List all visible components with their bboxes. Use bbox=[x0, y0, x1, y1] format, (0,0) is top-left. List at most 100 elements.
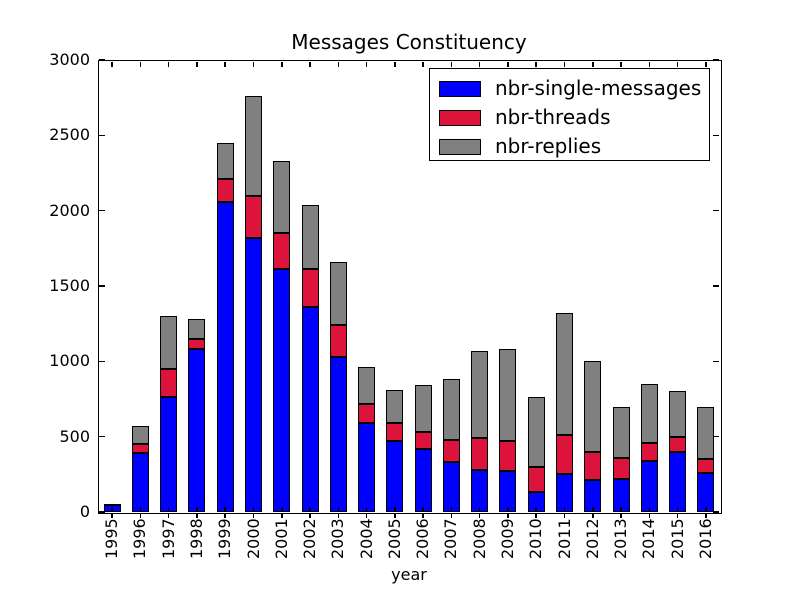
bar-segment bbox=[386, 441, 404, 512]
x-tick-mark bbox=[309, 61, 311, 67]
legend-entry-replies: nbr-replies bbox=[439, 132, 709, 161]
bar-segment bbox=[697, 459, 715, 473]
bar-segment bbox=[612, 457, 630, 479]
x-tick-mark bbox=[309, 507, 311, 512]
bar-segment bbox=[442, 462, 460, 512]
x-tick-mark bbox=[676, 513, 679, 518]
x-tick-mark bbox=[648, 61, 651, 67]
legend-swatch-red-icon bbox=[439, 109, 481, 126]
bar-segment bbox=[245, 237, 262, 512]
bar-segment bbox=[669, 452, 687, 512]
x-tick-mark bbox=[676, 61, 679, 67]
bar-segment bbox=[669, 391, 687, 437]
bar-segment bbox=[301, 307, 319, 512]
x-tick-mark bbox=[620, 507, 622, 512]
bar-segment bbox=[471, 438, 489, 470]
bar-segment bbox=[612, 406, 630, 458]
bar-segment bbox=[414, 432, 432, 449]
y-tick-mark bbox=[713, 59, 719, 61]
x-axis-tick-label: 1996 bbox=[130, 518, 150, 559]
y-tick-mark bbox=[99, 285, 105, 287]
y-tick-mark bbox=[99, 435, 105, 438]
y-axis-tick-label: 2000 bbox=[49, 200, 90, 220]
x-tick-mark bbox=[365, 61, 368, 67]
y-axis-tick-label: 2500 bbox=[49, 125, 90, 145]
legend-label: nbr-threads bbox=[495, 105, 611, 129]
bar-segment bbox=[414, 448, 432, 512]
x-tick-mark bbox=[252, 507, 255, 512]
x-axis-tick-label: 1995 bbox=[102, 518, 122, 559]
bar-segment bbox=[273, 160, 291, 234]
bar-segment bbox=[329, 325, 347, 357]
bar-segment bbox=[442, 439, 460, 463]
x-tick-mark bbox=[167, 61, 170, 67]
x-tick-mark bbox=[620, 61, 622, 67]
bar-segment bbox=[669, 436, 687, 453]
x-tick-mark bbox=[224, 61, 226, 67]
y-axis-tick-label: 0 bbox=[79, 502, 90, 521]
legend-swatch-blue-icon bbox=[439, 80, 481, 97]
x-tick-mark bbox=[196, 61, 198, 67]
x-tick-mark bbox=[705, 61, 707, 67]
y-tick-mark bbox=[713, 285, 719, 287]
x-tick-mark bbox=[535, 513, 537, 518]
x-tick-mark bbox=[139, 507, 142, 512]
y-tick-mark bbox=[99, 209, 105, 212]
bar-segment bbox=[188, 349, 206, 512]
bar-segment bbox=[386, 423, 404, 442]
x-tick-mark bbox=[507, 61, 509, 67]
x-axis-tick-label: 2008 bbox=[469, 518, 489, 559]
x-axis-tick-label: 2002 bbox=[300, 518, 320, 559]
bar-segment bbox=[216, 201, 234, 512]
x-axis-tick-label: 2010 bbox=[526, 518, 546, 559]
legend-label: nbr-single-messages bbox=[495, 76, 702, 100]
y-axis-tick-label: 1000 bbox=[49, 351, 90, 371]
x-tick-mark bbox=[139, 513, 142, 518]
bar-segment bbox=[386, 389, 404, 424]
y-tick-mark bbox=[99, 360, 105, 363]
x-axis-tick-label: 2013 bbox=[611, 518, 631, 559]
x-tick-mark bbox=[224, 507, 226, 512]
x-tick-mark bbox=[563, 61, 566, 67]
x-tick-mark bbox=[111, 513, 113, 518]
x-axis-tick-label: 2015 bbox=[667, 518, 687, 559]
bar-segment bbox=[188, 319, 206, 339]
x-tick-mark bbox=[450, 507, 453, 512]
y-tick-mark bbox=[713, 209, 719, 212]
x-tick-mark bbox=[365, 507, 368, 512]
bar-segment bbox=[358, 367, 376, 405]
bar-segment bbox=[160, 368, 178, 398]
x-tick-mark bbox=[111, 61, 113, 67]
y-tick-mark bbox=[713, 511, 719, 513]
y-axis-tick-label: 500 bbox=[59, 426, 90, 446]
x-tick-mark bbox=[676, 507, 679, 512]
bar-segment bbox=[131, 444, 149, 454]
bar-segment bbox=[640, 460, 658, 512]
x-tick-mark bbox=[422, 507, 424, 512]
bar-segment bbox=[527, 397, 545, 467]
x-tick-mark bbox=[535, 61, 537, 67]
legend-label: nbr-replies bbox=[495, 134, 602, 158]
bar-segment bbox=[301, 204, 319, 270]
y-tick-mark bbox=[713, 360, 719, 363]
x-tick-mark bbox=[705, 513, 707, 518]
y-tick-mark bbox=[99, 511, 105, 513]
x-axis-tick-label: 2014 bbox=[639, 518, 659, 559]
x-axis-tick-label: 2006 bbox=[413, 518, 433, 559]
x-tick-mark bbox=[563, 507, 566, 512]
x-tick-mark bbox=[167, 507, 170, 512]
bar-segment bbox=[358, 404, 376, 424]
x-tick-mark bbox=[648, 507, 651, 512]
x-axis-tick-label: 2005 bbox=[384, 518, 404, 559]
bar-segment bbox=[584, 361, 602, 452]
y-tick-mark bbox=[99, 59, 105, 61]
bar-segment bbox=[216, 142, 234, 180]
bar-segment bbox=[442, 379, 460, 440]
bar-segment bbox=[301, 269, 319, 308]
x-tick-mark bbox=[365, 513, 368, 518]
x-tick-mark bbox=[648, 513, 651, 518]
x-axis-tick-label: 2000 bbox=[243, 518, 263, 559]
chart-title: Messages Constituency bbox=[291, 30, 527, 54]
x-axis-tick-label: 2016 bbox=[695, 518, 715, 559]
